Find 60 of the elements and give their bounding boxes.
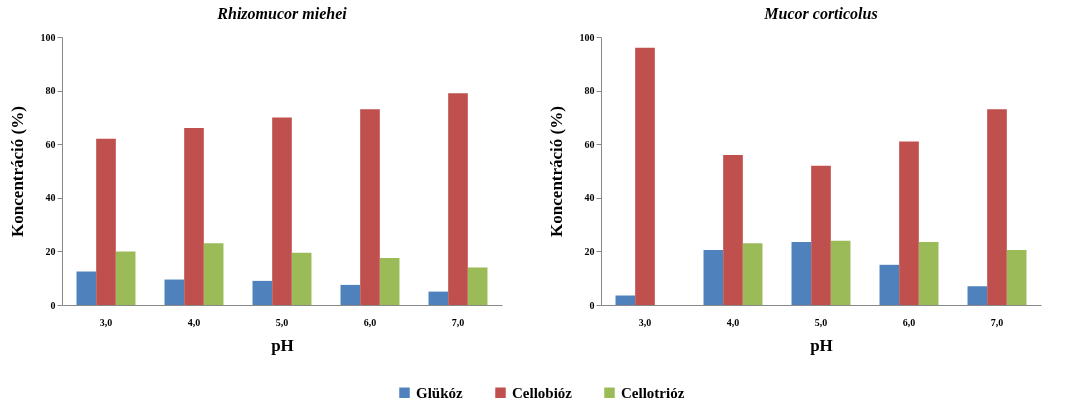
y-tick-label: 100 xyxy=(40,31,56,43)
y-tick-label: 0 xyxy=(589,299,595,311)
y-tick-label: 100 xyxy=(579,31,595,43)
legend-label: Cellobióz xyxy=(512,384,573,401)
y-tick-label: 20 xyxy=(584,245,595,257)
x-tick-label: 4,0 xyxy=(187,316,201,328)
bar xyxy=(96,138,116,305)
x-tick-label: 3,0 xyxy=(99,316,113,328)
legend-label: Glükóz xyxy=(416,384,464,401)
bar xyxy=(448,93,468,305)
bar xyxy=(340,284,361,305)
bar xyxy=(76,271,97,305)
x-tick-label: 7,0 xyxy=(990,316,1004,328)
x-axis-title: pH xyxy=(810,335,833,355)
bar xyxy=(115,251,136,305)
y-axis-title: Koncentráció (%) xyxy=(7,106,27,237)
bar xyxy=(203,243,224,305)
x-tick-label: 4,0 xyxy=(726,316,740,328)
bar xyxy=(987,109,1007,305)
bar xyxy=(164,279,185,305)
bar xyxy=(635,47,655,305)
bar xyxy=(879,264,900,305)
bar xyxy=(184,128,204,305)
bar xyxy=(291,252,312,305)
chart-title: Mucor corticolus xyxy=(763,5,878,22)
x-tick-label: 6,0 xyxy=(363,316,377,328)
bar xyxy=(830,240,851,305)
bar xyxy=(811,165,831,305)
y-tick-label: 80 xyxy=(45,85,56,97)
bar xyxy=(360,109,380,305)
bar xyxy=(899,141,919,305)
y-tick-label: 20 xyxy=(45,245,56,257)
bar xyxy=(252,280,273,305)
bar xyxy=(742,243,763,305)
chart-title: Rhizomucor miehei xyxy=(216,5,348,22)
bar xyxy=(428,291,449,305)
y-tick-label: 60 xyxy=(584,138,595,150)
x-tick-label: 5,0 xyxy=(275,316,289,328)
legend-label: Cellotrióz xyxy=(621,384,685,401)
y-tick-label: 0 xyxy=(50,299,56,311)
y-tick-label: 80 xyxy=(584,85,595,97)
bar xyxy=(379,258,400,305)
bar xyxy=(272,117,292,305)
x-tick-label: 5,0 xyxy=(814,316,828,328)
bar xyxy=(791,242,812,305)
bar xyxy=(723,154,743,305)
x-tick-label: 6,0 xyxy=(902,316,916,328)
x-tick-label: 7,0 xyxy=(451,316,465,328)
bar xyxy=(467,267,488,305)
y-tick-label: 40 xyxy=(45,192,56,204)
bar xyxy=(918,242,939,305)
bar xyxy=(703,250,724,305)
bar xyxy=(615,295,636,305)
y-tick-label: 40 xyxy=(584,192,595,204)
y-tick-label: 60 xyxy=(45,138,56,150)
bar xyxy=(1006,250,1027,305)
x-tick-label: 3,0 xyxy=(638,316,652,328)
x-axis-title: pH xyxy=(271,335,294,355)
bar xyxy=(967,286,988,305)
y-axis-title: Koncentráció (%) xyxy=(546,106,566,237)
